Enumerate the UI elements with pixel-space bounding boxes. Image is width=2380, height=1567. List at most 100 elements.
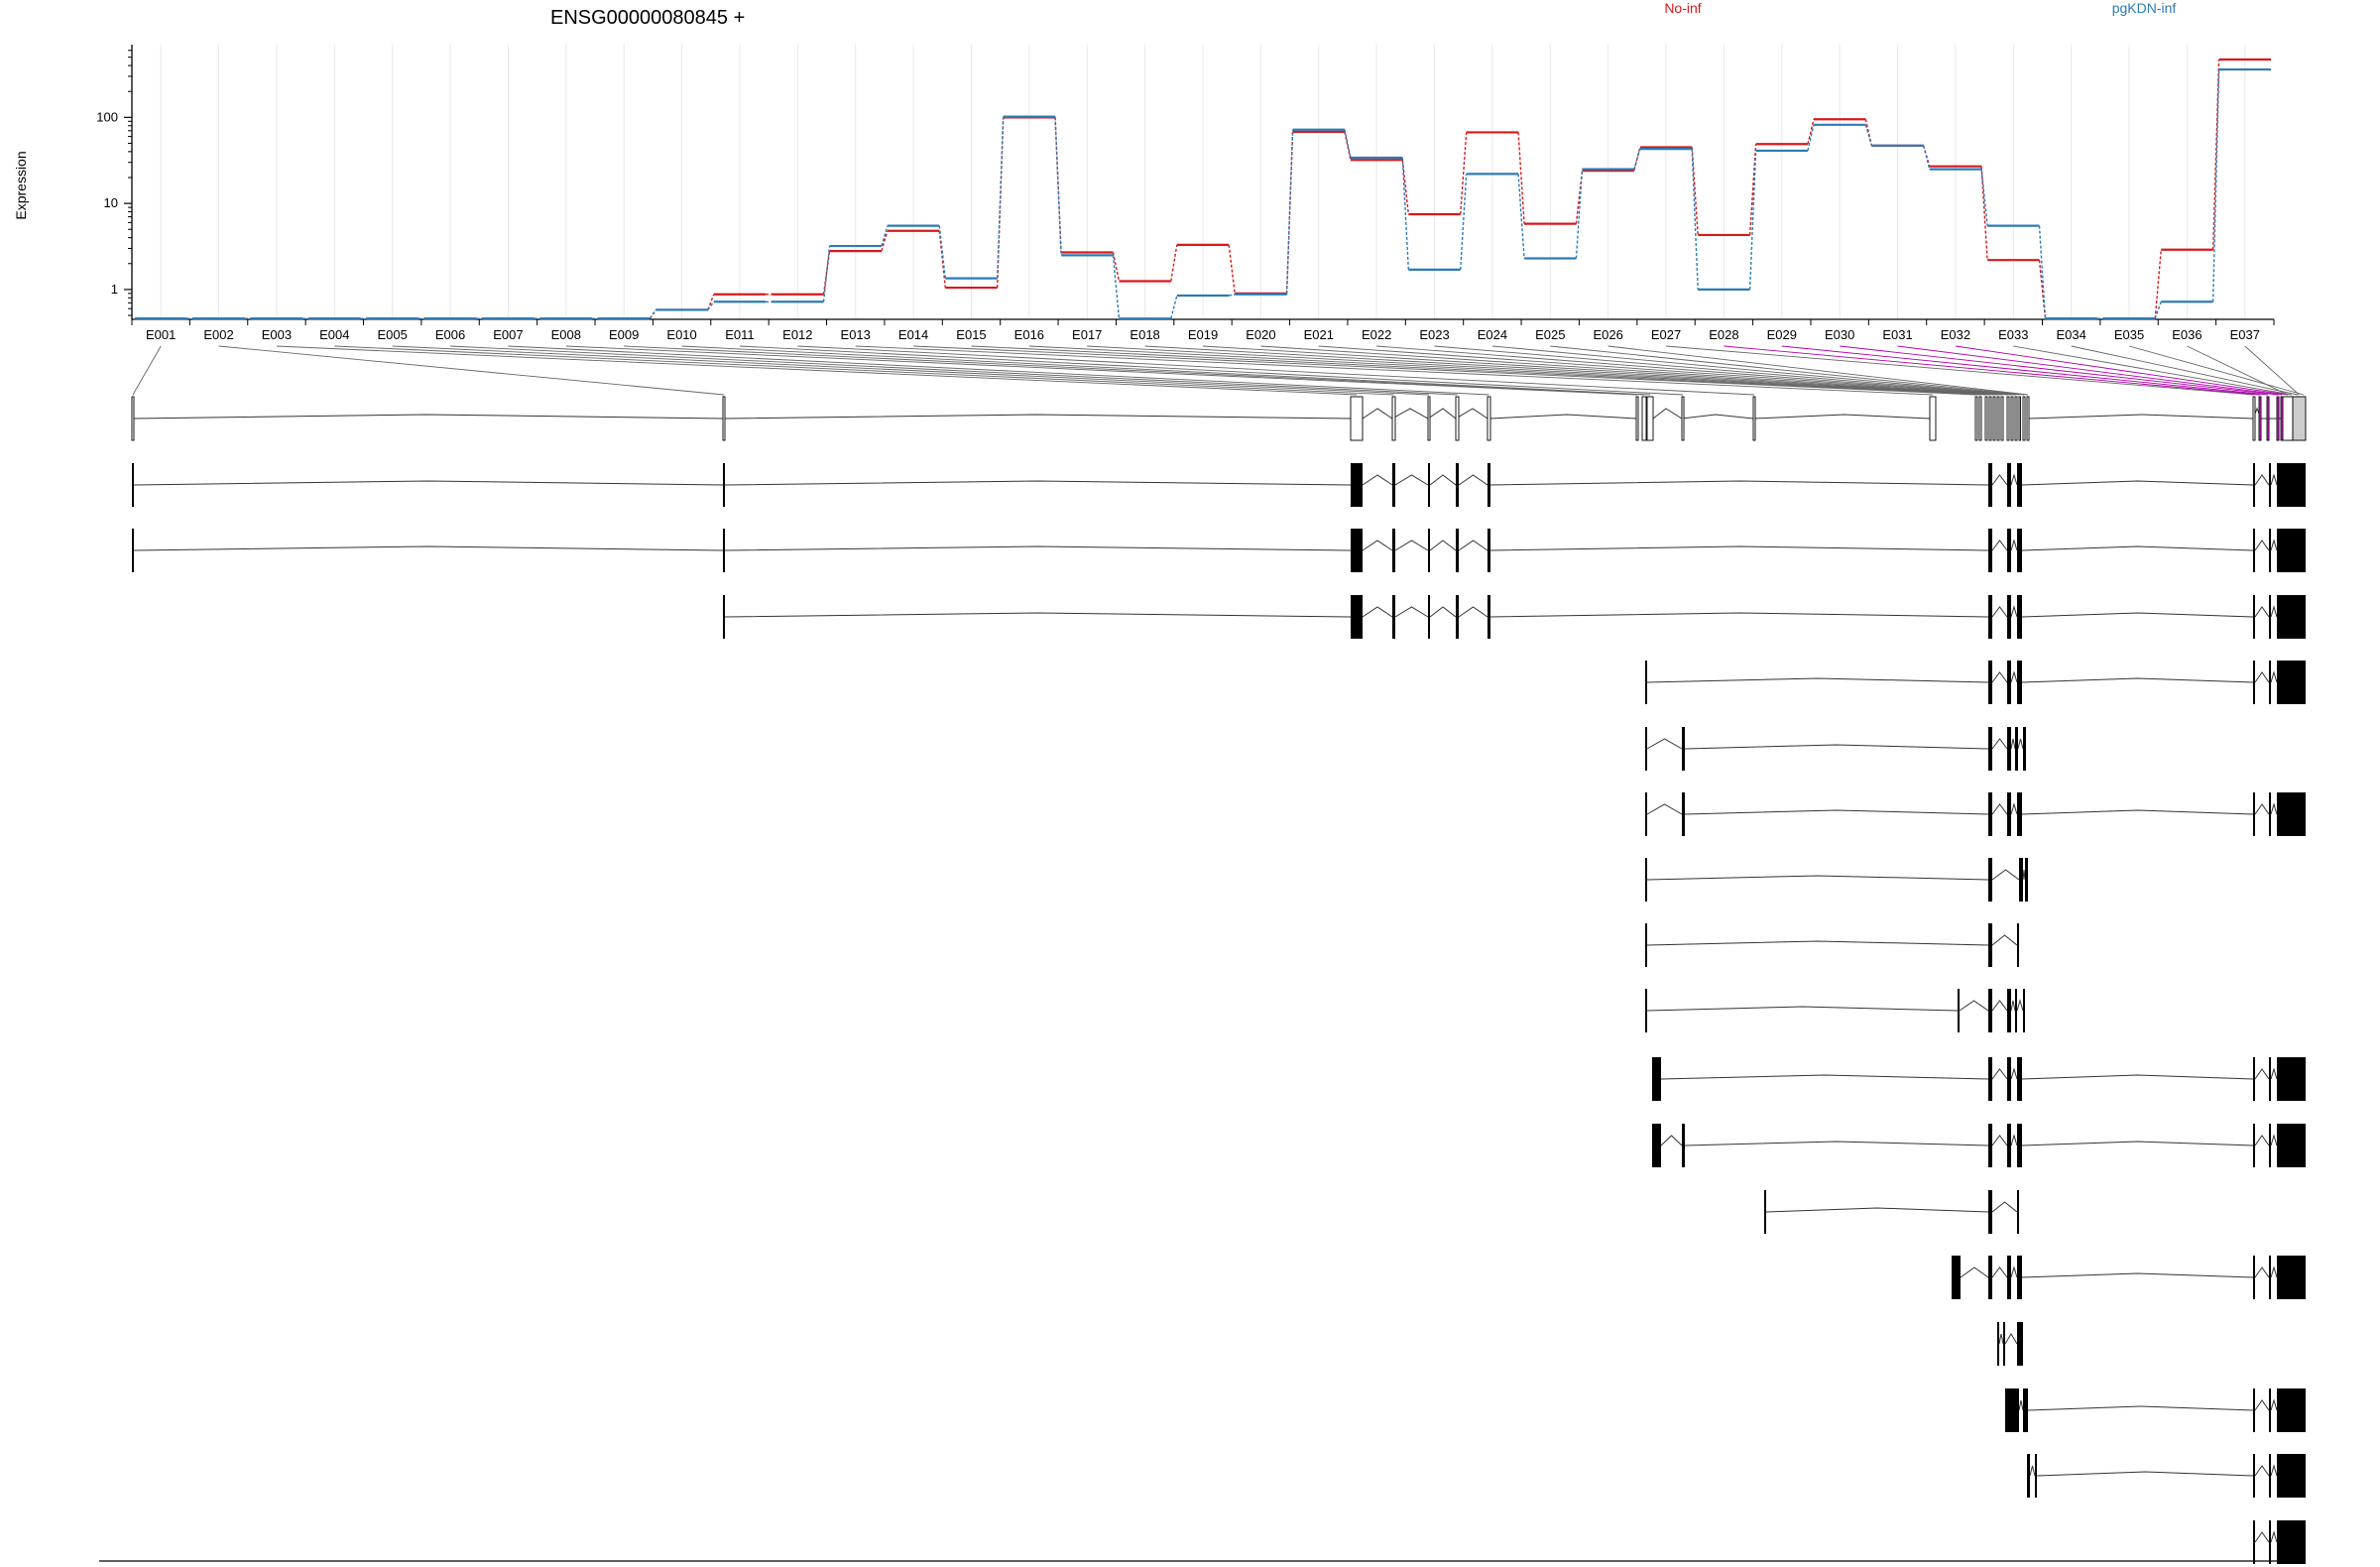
connector-line: [132, 345, 162, 396]
exon: [1351, 595, 1363, 639]
exon: [1392, 529, 1395, 572]
x-tick-label: E036: [2172, 327, 2202, 342]
intron: [1458, 540, 1488, 551]
x-tick-label: E021: [1304, 327, 1334, 342]
exon: [1988, 858, 1992, 902]
series-connector: [1170, 295, 1178, 319]
connector-line: [1550, 345, 2025, 396]
y-tick-label: 10: [104, 195, 118, 210]
series-connector: [1401, 160, 1410, 215]
exon-E021: [2006, 396, 2010, 441]
intron: [724, 545, 1352, 551]
legend-item-no-inf: No-inf: [1664, 0, 1701, 16]
intron: [1489, 414, 1637, 420]
x-tick-label: E005: [378, 327, 408, 342]
exon-E037: [2292, 396, 2307, 441]
intron: [1394, 474, 1429, 486]
exon: [2277, 529, 2306, 572]
transcript-9: [1645, 989, 2025, 1032]
exon: [1456, 529, 1459, 572]
intron: [2021, 1272, 2254, 1278]
exon-E014: [1974, 396, 1978, 441]
series-connector: [2154, 301, 2162, 319]
exon: [2277, 1454, 2306, 1498]
exon: [2017, 792, 2022, 836]
x-tick-label: E008: [551, 327, 581, 342]
exon: [1392, 463, 1395, 507]
exon: [2253, 1520, 2255, 1564]
intron: [2029, 1465, 2036, 1477]
exon: [2253, 463, 2255, 507]
series-connector: [1228, 244, 1236, 294]
exon: [2035, 1454, 2037, 1498]
x-tick-label: E023: [1419, 327, 1449, 342]
exon: [1988, 727, 1992, 771]
x-tick-label: E012: [782, 327, 812, 342]
exon-E006: [1455, 396, 1460, 441]
exon: [1645, 858, 1647, 902]
intron: [2270, 1530, 2278, 1543]
intron: [1429, 606, 1457, 618]
intron: [2010, 473, 2018, 486]
chart-title: ENSG00000080845 +: [550, 7, 745, 29]
exon: [2269, 1454, 2271, 1498]
x-tick-label: E031: [1882, 327, 1912, 342]
intron: [2010, 1000, 2016, 1012]
intron: [1960, 1266, 1989, 1278]
intron: [2270, 1134, 2278, 1146]
intron: [1991, 934, 2018, 946]
intron: [1991, 869, 2020, 881]
exon: [1988, 1190, 1992, 1234]
intron: [133, 545, 724, 551]
exon-E020: [2000, 396, 2004, 441]
series-connector: [1864, 124, 1873, 146]
intron: [2021, 1074, 2254, 1080]
exon: [2019, 858, 2023, 902]
intron: [2021, 612, 2254, 618]
series-connector: [1401, 157, 1410, 270]
exon: [1652, 1057, 1661, 1101]
exon: [2277, 1256, 2306, 1299]
exon: [1997, 1322, 1999, 1366]
connector-line: [565, 345, 1638, 396]
connector-line: [508, 345, 1489, 396]
exon-E003: [1350, 396, 1364, 441]
connector-line: [1028, 345, 1987, 396]
transcript-13: [1952, 1256, 2306, 1299]
transcript-12: [1764, 1190, 2019, 1234]
exon: [1988, 1256, 1992, 1299]
exon: [2017, 1190, 2019, 1234]
transcript-15: [2005, 1388, 2306, 1432]
intron: [2004, 1333, 2018, 1345]
connector-line: [797, 345, 1755, 396]
x-tick-label: E037: [2230, 327, 2260, 342]
intron: [2254, 606, 2270, 618]
exon-E029: [2266, 396, 2270, 441]
intron: [1394, 606, 1429, 618]
connector-line: [1376, 345, 2013, 396]
intron: [1429, 540, 1457, 551]
exon: [2269, 1057, 2271, 1101]
series-connector: [707, 294, 715, 310]
exon: [1952, 1256, 1961, 1299]
intron: [1646, 940, 1989, 946]
intron: [2270, 1398, 2278, 1411]
x-tick-label: E024: [1478, 327, 1507, 342]
series-connector: [881, 230, 889, 252]
exon-E008: [1635, 396, 1639, 441]
intron: [2021, 480, 2254, 486]
connector-line: [276, 345, 1358, 396]
series-connector: [1807, 124, 1815, 152]
series-connector: [1170, 244, 1178, 282]
x-tick-label: E017: [1072, 327, 1102, 342]
exon: [2003, 1322, 2005, 1366]
y-tick-label: 100: [96, 109, 118, 124]
connector-line: [334, 345, 1394, 396]
exon: [1682, 727, 1685, 771]
intron: [2022, 869, 2026, 881]
exon: [2017, 1057, 2022, 1101]
exon: [2007, 595, 2011, 639]
exon: [2007, 529, 2011, 572]
series-connector: [707, 301, 715, 310]
intron: [2036, 1471, 2254, 1477]
